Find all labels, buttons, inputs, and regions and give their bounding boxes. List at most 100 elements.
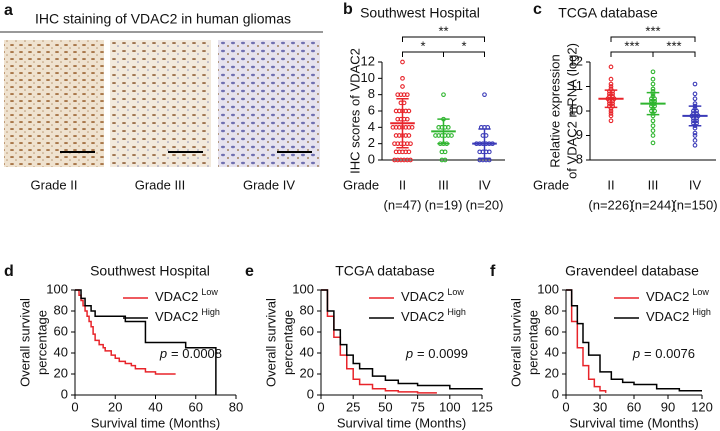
y-tick-label: 0 xyxy=(307,386,314,401)
y-tick-label: 40 xyxy=(54,344,68,359)
data-point xyxy=(692,142,698,148)
legend-label: VDAC2 Low xyxy=(155,287,218,304)
x-tick-label: 100 xyxy=(439,399,461,414)
error-bar xyxy=(688,105,702,127)
x-axis-label: Survival time (Months) xyxy=(569,415,698,430)
data-point xyxy=(650,128,656,133)
legend-name: VDAC2 xyxy=(401,289,444,304)
x-tick-label: 20 xyxy=(108,399,122,414)
y-axis-label: percentage xyxy=(34,310,49,375)
data-point xyxy=(650,140,656,146)
legend-superscript: High xyxy=(692,307,711,317)
x-axis-label: Grade xyxy=(533,177,569,192)
y-axis-label: percentage xyxy=(280,310,295,375)
data-point xyxy=(400,75,405,81)
p-value: p = 0.0099 xyxy=(405,346,468,361)
panel-letter: b xyxy=(343,1,353,18)
y-tick-label: 40 xyxy=(300,344,314,359)
p-value: p = 0.0008 xyxy=(159,346,222,361)
sample-size: (n=20) xyxy=(466,197,504,212)
data-point xyxy=(608,81,614,87)
significance-bracket xyxy=(652,51,696,57)
x-axis-label: Survival time (Months) xyxy=(337,415,466,430)
error-bar xyxy=(396,98,409,149)
x-tick-label: III xyxy=(438,177,449,192)
y-tick-label: 60 xyxy=(545,323,559,338)
data-point xyxy=(486,149,492,155)
x-tick-label: 75 xyxy=(410,399,424,414)
data-point xyxy=(482,92,487,98)
y-tick-label: 12 xyxy=(569,53,583,68)
y-axis-label: Overall survival xyxy=(508,298,523,387)
image-label: Grade IV xyxy=(243,177,295,192)
y-axis-label: Overall survival xyxy=(263,298,278,387)
data-point xyxy=(650,133,656,138)
sample-size: (n=226) xyxy=(588,197,633,212)
data-point xyxy=(441,92,446,98)
significance-label: * xyxy=(420,38,425,53)
sample-size: (n=47) xyxy=(384,197,422,212)
y-tick-label: 0 xyxy=(552,386,559,401)
legend-label: VDAC2 High xyxy=(155,307,220,324)
error-bar xyxy=(478,128,491,160)
ihc-image xyxy=(218,40,320,167)
legend-superscript: Low xyxy=(447,287,464,297)
image-label: Grade III xyxy=(135,177,186,192)
data-point xyxy=(692,91,698,97)
chart-title: Gravendeel database xyxy=(565,263,699,279)
chart-title: Southwest Hospital xyxy=(90,263,210,279)
x-tick-label: 0 xyxy=(562,399,569,414)
x-tick-label: 125 xyxy=(471,399,493,414)
legend-name: VDAC2 xyxy=(155,289,198,304)
data-point xyxy=(409,124,415,130)
y-tick-label: 20 xyxy=(545,365,559,380)
legend-label: VDAC2 High xyxy=(646,307,711,324)
p-text: = 0.0008 xyxy=(171,346,222,361)
survival-curve xyxy=(566,289,607,393)
chart-title: TCGA database xyxy=(558,5,658,21)
legend-name: VDAC2 xyxy=(646,289,689,304)
y-tick-label: 100 xyxy=(537,281,559,296)
survival-curve xyxy=(75,289,217,395)
y-tick-label: 100 xyxy=(292,281,314,296)
x-tick-label: 60 xyxy=(627,399,641,414)
y-tick-label: 11 xyxy=(570,78,584,93)
data-point xyxy=(692,133,698,138)
data-point xyxy=(650,123,656,129)
data-point xyxy=(400,59,405,65)
data-point xyxy=(449,133,454,138)
data-point xyxy=(406,133,412,138)
data-point xyxy=(400,84,405,89)
y-tick-label: 40 xyxy=(545,344,559,359)
data-point xyxy=(408,157,413,163)
y-tick-label: 60 xyxy=(54,323,68,338)
chart-title: TCGA database xyxy=(335,263,435,279)
sample-size: (n=244) xyxy=(630,197,675,212)
p-text: = 0.0099 xyxy=(417,346,468,361)
data-point xyxy=(406,108,412,114)
significance-bracket xyxy=(443,51,485,57)
panel-letter: e xyxy=(245,263,254,280)
legend-superscript: High xyxy=(447,307,466,317)
panel-letter: d xyxy=(4,263,14,280)
data-point xyxy=(608,64,614,70)
y-axis-label: percentage xyxy=(525,310,540,375)
y-tick-label: 2 xyxy=(368,135,375,150)
p-value: p = 0.0076 xyxy=(632,346,695,361)
p-symbol: p xyxy=(159,346,167,361)
x-tick-label: 90 xyxy=(661,399,675,414)
data-point xyxy=(608,111,614,116)
y-tick-label: 80 xyxy=(545,302,559,317)
p-symbol: p xyxy=(405,346,413,361)
data-point xyxy=(692,96,698,102)
y-tick-label: 80 xyxy=(300,302,314,317)
significance-label: *** xyxy=(645,23,660,38)
legend-name: VDAC2 xyxy=(401,309,444,324)
sample-size: (n=150) xyxy=(672,197,717,212)
y-tick-label: 9 xyxy=(576,127,583,142)
image-label: Grade II xyxy=(31,177,78,192)
x-tick-label: 30 xyxy=(593,399,607,414)
legend-superscript: Low xyxy=(201,287,218,297)
x-tick-label: 0 xyxy=(71,399,78,414)
